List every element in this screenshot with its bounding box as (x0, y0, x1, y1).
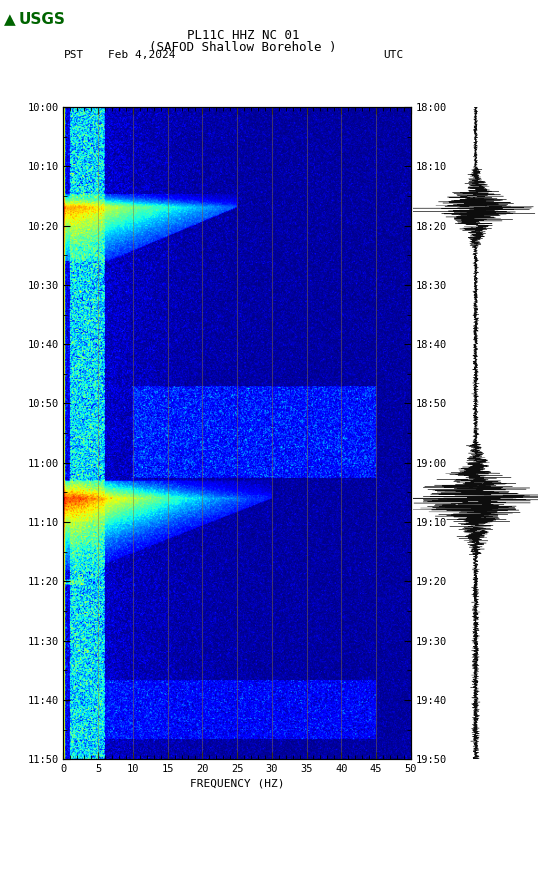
Text: PL11C HHZ NC 01: PL11C HHZ NC 01 (187, 29, 299, 42)
X-axis label: FREQUENCY (HZ): FREQUENCY (HZ) (190, 779, 284, 789)
Text: PST: PST (63, 50, 84, 60)
Text: (SAFOD Shallow Borehole ): (SAFOD Shallow Borehole ) (149, 41, 337, 54)
Text: USGS: USGS (19, 13, 65, 27)
Text: ▲: ▲ (4, 13, 15, 27)
Text: Feb 4,2024: Feb 4,2024 (108, 50, 175, 60)
Text: UTC: UTC (384, 50, 404, 60)
